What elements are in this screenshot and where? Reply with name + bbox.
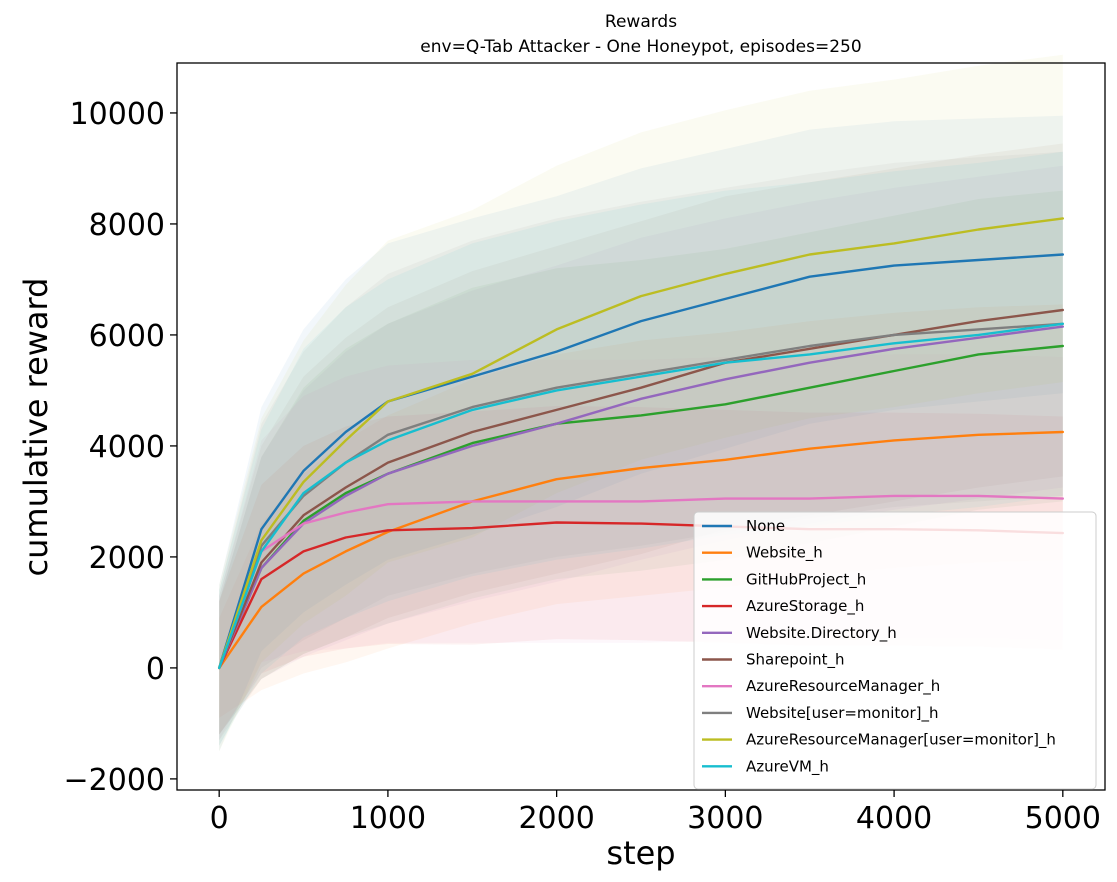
series-line-azurevm-h xyxy=(217,322,1065,670)
x-tick-label: 0 xyxy=(210,801,229,836)
series-line-website-user-monitor-h xyxy=(217,322,1065,670)
series-line-azureresourcemanager-h xyxy=(217,494,1065,670)
y-tick-label: 2000 xyxy=(89,541,165,576)
band-website-h xyxy=(219,304,1063,718)
band-azureresourcemanager-user-monitor-h xyxy=(219,54,1063,752)
chart-title: Rewards xyxy=(605,12,677,32)
band-website-directory-h xyxy=(219,165,1063,735)
band-sharepoint-h xyxy=(219,143,1063,741)
legend-label-azureresourcemanager-h: AzureResourceManager_h xyxy=(746,677,940,696)
x-tick-label: 4000 xyxy=(856,801,932,836)
y-tick-label: 10000 xyxy=(70,97,165,132)
legend-label-website-directory-h: Website.Directory_h xyxy=(746,624,897,643)
y-tick-label: 6000 xyxy=(89,319,165,354)
y-tick-label: 4000 xyxy=(89,430,165,465)
legend-label-none: None xyxy=(746,517,785,535)
y-axis: −2000 0 2000 4000 6000 8000 10000 xyxy=(64,97,177,798)
band-azurestorage-h xyxy=(219,406,1063,735)
series-line-website-h xyxy=(217,430,1065,670)
series-line-none xyxy=(217,253,1065,670)
plot-frame xyxy=(176,62,1106,791)
band-website-user-monitor-h xyxy=(219,151,1063,746)
legend-label-githubproject-h: GitHubProject_h xyxy=(746,570,866,589)
legend-label-azurestorage-h: AzureStorage_h xyxy=(746,597,864,616)
confidence-bands xyxy=(219,54,1063,752)
legend-label-sharepoint-h: Sharepoint_h xyxy=(746,651,845,670)
band-azurevm-h xyxy=(219,151,1063,746)
series-line-azureresourcemanager-user-monitor-h xyxy=(217,217,1065,670)
band-none xyxy=(219,115,1063,752)
band-azureresourcemanager-h xyxy=(219,354,1063,741)
legend-box xyxy=(693,511,1097,790)
y-tick-label: 0 xyxy=(146,652,165,687)
x-tick-label: 5000 xyxy=(1025,801,1101,836)
band-githubproject-h xyxy=(219,190,1063,735)
legend-label-azureresourcemanager-user-monitor-h: AzureResourceManager[user=monitor]_h xyxy=(746,731,1056,750)
x-axis: 0 1000 2000 3000 4000 5000 xyxy=(210,790,1101,836)
legend-label-azurevm-h: AzureVM_h xyxy=(746,757,829,776)
chart-subtitle: env=Q-Tab Attacker - One Honeypot, episo… xyxy=(420,37,861,57)
x-tick-label: 2000 xyxy=(518,801,594,836)
legend-label-website-h: Website_h xyxy=(746,544,823,563)
y-tick-label: 8000 xyxy=(89,208,165,243)
x-tick-label: 1000 xyxy=(350,801,426,836)
x-tick-label: 3000 xyxy=(687,801,763,836)
y-tick-label: −2000 xyxy=(64,763,165,798)
legend-label-website-user-monitor-h: Website[user=monitor]_h xyxy=(746,704,938,723)
x-axis-label: step xyxy=(606,834,675,872)
legend: None Website_h GitHubProject_h AzureStorage… xyxy=(693,511,1097,790)
y-axis-label: cumulative reward xyxy=(17,278,55,577)
